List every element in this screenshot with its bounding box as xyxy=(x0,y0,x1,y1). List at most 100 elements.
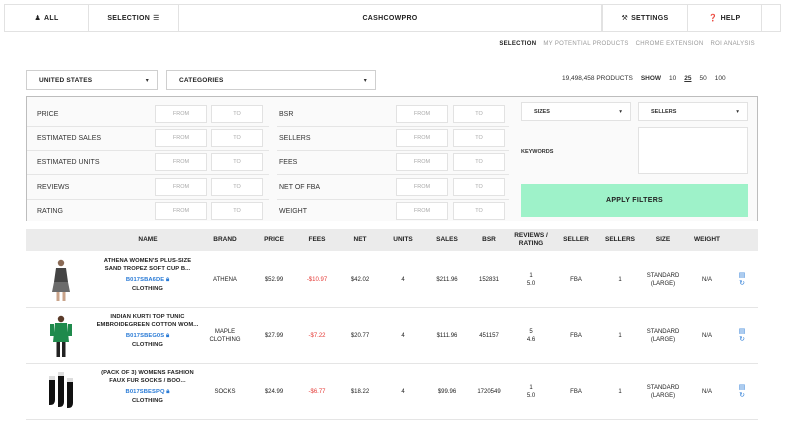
column-header-name[interactable]: NAME xyxy=(138,236,158,243)
cell-brand: ATHENA xyxy=(213,277,237,283)
filter-label: ESTIMATED UNITS xyxy=(37,159,100,166)
cell-sales: $211.96 xyxy=(436,277,458,283)
cell-net: $42.02 xyxy=(350,277,370,283)
caret-down-icon: ▾ xyxy=(619,108,622,115)
column-header-bsr[interactable]: BSR xyxy=(482,236,496,243)
subnav-roi-analysis[interactable]: ROI ANALYSIS xyxy=(710,41,755,47)
country-select[interactable]: UNITED STATES ▾ xyxy=(26,70,158,90)
results-summary: 19,498,458 PRODUCTS SHOW 10 25 50 100 xyxy=(562,75,726,82)
top-nav-bar: ♟ ALL SELECTION ☰ CASHCOWPRO ⚒ SETTINGS … xyxy=(4,4,781,32)
table-row[interactable]: (PACK OF 3) WOMENS FASHION FAUX FUR SOCK… xyxy=(26,364,758,420)
page-size-25[interactable]: 25 xyxy=(684,75,692,82)
product-thumbnail[interactable] xyxy=(46,258,76,302)
product-name[interactable]: (PACK OF 3) WOMENS FASHION FAUX FUR SOCK… xyxy=(101,370,194,384)
column-header-price[interactable]: PRICE xyxy=(264,236,284,243)
column-header-units[interactable]: UNITS xyxy=(393,236,413,243)
page-size-50[interactable]: 50 xyxy=(699,75,707,82)
filter-from-input[interactable]: FROM xyxy=(396,129,448,147)
product-name[interactable]: INDIAN KURTI TOP TUNIC EMBROIDEGREEN COT… xyxy=(96,314,199,328)
filter-label: REVIEWS xyxy=(37,184,70,191)
cell-reviews-rating: 1 5.0 xyxy=(509,252,553,308)
column-header-reviews[interactable]: REVIEWS / RATING xyxy=(514,232,548,247)
wrench-icon: ⚒ xyxy=(621,15,629,22)
brand-logo[interactable]: CASHCOWPRO xyxy=(179,5,602,31)
filter-to-input[interactable]: TO xyxy=(211,129,263,147)
column-header-fees[interactable]: FEES xyxy=(308,236,326,243)
refresh-icon[interactable]: ↻ xyxy=(739,336,745,343)
table-row[interactable]: ATHENA WOMEN'S PLUS-SIZE SAND TROPEZ SOF… xyxy=(26,252,758,308)
product-count: 19,498,458 PRODUCTS xyxy=(562,75,633,82)
reviews-count: 1 xyxy=(529,273,533,279)
cell-bsr: 451157 xyxy=(479,333,499,339)
product-info: INDIAN KURTI TOP TUNIC EMBROIDEGREEN COT… xyxy=(96,314,199,349)
row-actions: ▤ ↻ xyxy=(736,328,748,343)
cell-units: 4 xyxy=(401,277,405,283)
apply-filters-button[interactable]: APPLY FILTERS xyxy=(521,184,748,217)
filter-to-input[interactable]: TO xyxy=(211,105,263,123)
filter-from-input[interactable]: FROM xyxy=(155,153,207,171)
country-select-value: UNITED STATES xyxy=(39,76,93,84)
filter-from-input[interactable]: FROM xyxy=(396,153,448,171)
page-size-10[interactable]: 10 xyxy=(669,75,677,82)
filter-from-input[interactable]: FROM xyxy=(155,105,207,123)
subnav-chrome-extension[interactable]: CHROME EXTENSION xyxy=(635,41,704,47)
column-header-brand[interactable]: BRAND xyxy=(213,236,237,243)
save-icon[interactable]: ▤ xyxy=(738,272,746,279)
column-header-weight[interactable]: WEIGHT xyxy=(694,236,720,243)
column-header-seller[interactable]: SELLER xyxy=(563,236,589,243)
filter-from-input[interactable]: FROM xyxy=(396,105,448,123)
table-row[interactable]: INDIAN KURTI TOP TUNIC EMBROIDEGREEN COT… xyxy=(26,308,758,364)
column-header-sellers[interactable]: SELLERS xyxy=(605,236,635,243)
filter-divider xyxy=(27,199,269,200)
asin-link[interactable]: B017SBA6DE 🔒︎ xyxy=(96,277,199,285)
product-thumbnail[interactable] xyxy=(46,314,76,358)
cell-bsr: 1720549 xyxy=(477,389,501,395)
filter-to-input[interactable]: TO xyxy=(453,153,505,171)
product-name[interactable]: ATHENA WOMEN'S PLUS-SIZE SAND TROPEZ SOF… xyxy=(103,258,192,272)
topbar-end-cell xyxy=(762,5,780,31)
keywords-input[interactable] xyxy=(638,127,748,174)
filter-to-input[interactable]: TO xyxy=(453,105,505,123)
save-icon[interactable]: ▤ xyxy=(738,328,746,335)
column-header-net[interactable]: NET xyxy=(353,236,367,243)
cell-fees: -$10.97 xyxy=(306,277,328,283)
subnav-my-potential-products[interactable]: MY POTENTIAL PRODUCTS xyxy=(543,41,629,47)
cell-price: $27.99 xyxy=(264,333,284,339)
filter-to-input[interactable]: TO xyxy=(211,178,263,196)
column-header-sales[interactable]: SALES xyxy=(436,236,458,243)
sizes-select[interactable]: SIZES ▾ xyxy=(521,102,631,121)
row-actions: ▤ ↻ xyxy=(736,384,748,399)
filter-from-input[interactable]: FROM xyxy=(396,178,448,196)
page-size-100[interactable]: 100 xyxy=(714,75,726,82)
save-icon[interactable]: ▤ xyxy=(738,384,746,391)
cell-bsr: 152831 xyxy=(478,277,500,283)
filter-to-input[interactable]: TO xyxy=(211,202,263,220)
selection-menu-button[interactable]: SELECTION ☰ xyxy=(89,5,179,31)
refresh-icon[interactable]: ↻ xyxy=(739,392,745,399)
filter-from-input[interactable]: FROM xyxy=(396,202,448,220)
category-select[interactable]: CATEGORIES ▾ xyxy=(166,70,376,90)
filter-label: WEIGHT xyxy=(279,208,307,215)
filter-to-input[interactable]: TO xyxy=(453,129,505,147)
cell-size: STANDARD (LARGE) xyxy=(646,385,680,399)
filter-from-input[interactable]: FROM xyxy=(155,129,207,147)
sellers-select[interactable]: SELLERS ▾ xyxy=(638,102,748,121)
filter-from-input[interactable]: FROM xyxy=(155,202,207,220)
filter-to-input[interactable]: TO xyxy=(453,178,505,196)
asin-link[interactable]: B017SBEG0S 🔒︎ xyxy=(96,333,199,341)
column-header-size[interactable]: SIZE xyxy=(655,236,671,243)
help-button[interactable]: ❓ HELP xyxy=(688,5,762,31)
product-thumbnail[interactable] xyxy=(46,370,76,414)
settings-button[interactable]: ⚒ SETTINGS xyxy=(602,5,688,31)
subnav-selection[interactable]: SELECTION xyxy=(499,41,537,47)
all-button[interactable]: ♟ ALL xyxy=(5,5,89,31)
filter-to-input[interactable]: TO xyxy=(211,153,263,171)
filter-divider xyxy=(277,150,509,151)
filter-to-input[interactable]: TO xyxy=(453,202,505,220)
cell-reviews-rating: 5 4.6 xyxy=(509,308,553,364)
filter-from-input[interactable]: FROM xyxy=(155,178,207,196)
asin-link[interactable]: B017SBESPQ 🔒︎ xyxy=(96,389,199,397)
cell-fees: -$7.22 xyxy=(308,333,326,339)
cell-size: STANDARD (LARGE) xyxy=(646,273,680,287)
refresh-icon[interactable]: ↻ xyxy=(739,280,745,287)
